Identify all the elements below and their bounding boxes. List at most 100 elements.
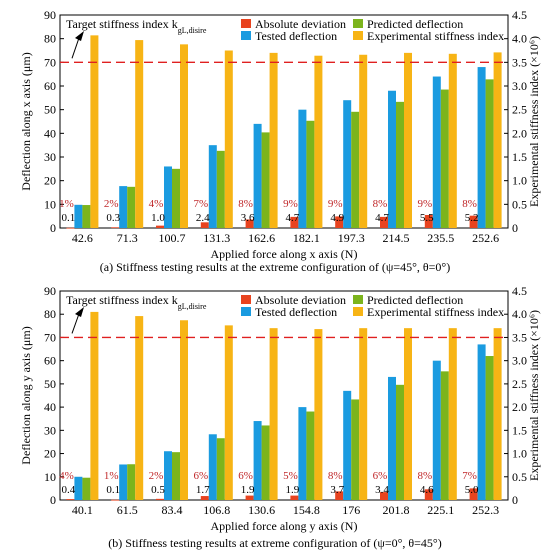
x-tick-label: 176 [342,503,360,517]
legend-label: Experimental stiffness index [367,29,504,43]
y2-tick-label: 3.5 [512,55,527,69]
bar-tested-deflection [343,100,352,228]
bar-absolute-deviation [469,215,478,228]
bar-predicted-deflection [485,79,494,228]
y2-tick-label: 4.0 [512,307,527,321]
bar-absolute-deviation [245,495,254,500]
bar-tested-deflection [388,376,396,500]
bar-predicted-deflection [485,356,494,500]
deviation-value-label: 4.7 [286,212,300,224]
bar-experimental-stiffness [493,52,502,228]
deviation-value-label: 5.0 [465,484,479,496]
bar-predicted-deflection [396,101,404,228]
legend-swatch [241,19,251,28]
y-tick-label: 90 [44,8,56,22]
bar-absolute-deviation [66,227,75,229]
bar-experimental-stiffness [493,328,502,500]
bar-tested-deflection [119,186,128,228]
bar-tested-deflection [164,166,172,228]
bar-absolute-deviation [111,499,120,501]
deviation-value-label: 1.9 [241,484,255,496]
y2-tick-label: 2.5 [512,103,527,117]
bar-tested-deflection [432,76,441,229]
deviation-value-label: 2.4 [196,212,210,224]
y-tick-label: 70 [44,330,56,344]
x-tick-label: 71.3 [117,231,138,245]
y-tick-label: 80 [44,32,56,46]
y-tick-label: 10 [44,470,56,484]
y2-axis-label: Experimental stiffness index (×10⁶) [527,310,541,481]
bar-predicted-deflection [127,464,136,500]
bar-tested-deflection [74,204,83,228]
bar-experimental-stiffness [90,35,99,228]
bar-experimental-stiffness [359,54,368,229]
y2-tick-label: 1.0 [512,174,527,188]
deviation-value-label: 4.6 [420,484,434,496]
bar-tested-deflection [253,421,262,500]
bar-experimental-stiffness [224,325,233,500]
y-tick-label: 60 [44,354,56,368]
legend-swatch [353,31,363,40]
target-stiffness-subscript: gL,disire [178,302,207,311]
plot-frame [59,290,509,501]
deviation-percent-label: 9% [283,198,298,210]
deviation-percent-label: 4% [59,470,74,482]
bar-tested-deflection [208,434,217,500]
caption-b: (b) Stiffness testing results at extreme… [108,536,442,550]
bar-predicted-deflection [306,120,315,228]
y2-axis-label: Experimental stiffness index (×10⁶) [527,36,541,207]
legend-label: Absolute deviation [255,293,346,307]
bar-absolute-deviation [156,498,164,500]
y2-tick-label: 3.0 [512,79,527,93]
x-tick-label: 130.6 [248,503,275,517]
bar-tested-deflection [74,476,83,500]
deviation-percent-label: 6% [238,470,253,482]
y-tick-label: 60 [44,79,56,93]
y-tick-label: 20 [44,447,56,461]
deviation-value-label: 3.6 [241,212,255,224]
bar-tested-deflection [477,67,486,228]
bar-tested-deflection [388,90,396,228]
bar-predicted-deflection [172,452,180,500]
target-stiffness-subscript: gL,disire [178,26,207,35]
plot-frame [59,14,509,229]
bar-absolute-deviation [245,219,254,228]
y-axis-label: Deflection along x axis (μm) [19,52,33,190]
y-tick-label: 20 [44,174,56,188]
deviation-value-label: 1.0 [151,212,165,224]
bar-experimental-stiffness [448,328,457,500]
bar-absolute-deviation [335,216,344,228]
bar-absolute-deviation [156,225,164,228]
deviation-percent-label: 6% [193,470,208,482]
deviation-percent-label: 6% [373,470,388,482]
bar-tested-deflection [253,123,262,228]
y2-tick-label: 1.5 [512,423,527,437]
bar-predicted-deflection [127,186,136,228]
bar-experimental-stiffness [135,40,144,228]
bar-absolute-deviation [424,214,433,228]
legend-label: Predicted deflection [367,17,463,31]
bar-experimental-stiffness [359,328,368,500]
chart-panel-a: 0 10 20 30 40 50 60 70 80 90 0 0.5 1.0 1.5 2.0 2.5 3.0 3.… [19,8,541,261]
bar-absolute-deviation [380,216,388,228]
deviation-percent-label: 2% [104,198,119,210]
deviation-value-label: 0.3 [106,212,120,224]
y2-tick-label: 2.0 [512,126,527,140]
target-arrow-head [75,307,84,317]
bar-experimental-stiffness [135,316,144,500]
bar-predicted-deflection [306,411,315,500]
target-stiffness-label: Target stiffness index kgL,disire [66,17,207,35]
bar-predicted-deflection [396,384,404,500]
y2-tick-label: 0.5 [512,470,527,484]
y-tick-label: 40 [44,126,56,140]
x-tick-label: 100.7 [159,231,186,245]
bar-tested-deflection [298,407,307,500]
bar-tested-deflection [477,344,486,500]
legend-label: Predicted deflection [367,293,463,307]
bar-absolute-deviation [335,491,344,500]
bar-absolute-deviation [200,222,209,228]
deviation-percent-label: 8% [373,198,388,210]
bar-experimental-stiffness [180,320,188,500]
deviation-value-label: 3.4 [375,484,389,496]
y-tick-label: 90 [44,284,56,298]
